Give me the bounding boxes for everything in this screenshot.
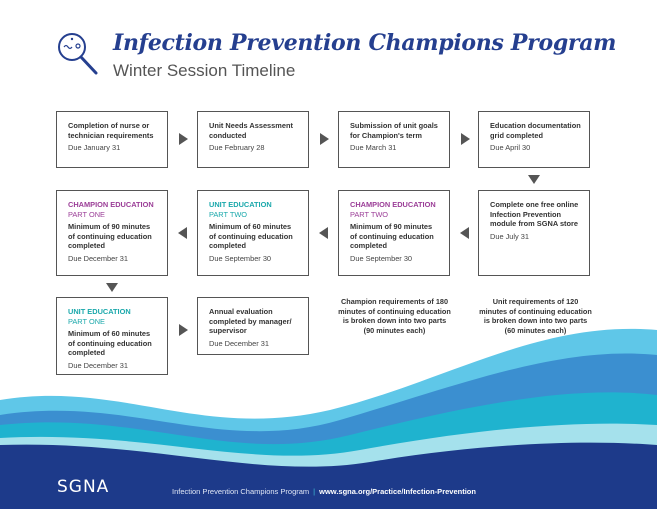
step-text: Complete one free online Infection Preve…	[490, 200, 579, 229]
arrow-down-icon	[528, 175, 540, 184]
step-due: Due January 31	[68, 143, 121, 153]
step-text: Completion of nurse or technician requir…	[68, 121, 154, 140]
footer-text: Infection Prevention Champions Program | w…	[172, 487, 476, 496]
step-due: Due September 30	[350, 253, 413, 263]
step-text: Minimum of 60 minutes of continuing educ…	[209, 222, 293, 251]
step-due: Due March 31	[350, 143, 397, 153]
step-part: PART TWO	[209, 209, 248, 219]
step-text: Submission of unit goals for Champion's …	[350, 121, 438, 140]
step-due: Due December 31	[68, 360, 128, 370]
step-due: Due September 30	[209, 253, 272, 263]
step-champion-education-part-one: CHAMPION EDUCATION PART ONE Minimum of 90 …	[56, 190, 168, 276]
step-heading: CHAMPION EDUCATION	[68, 200, 154, 209]
step-nurse-requirements: Completion of nurse or technician requir…	[56, 111, 168, 168]
arrow-right-icon	[179, 133, 188, 145]
step-unit-education-part-two: UNIT EDUCATION PART TWO Minimum of 60 minu…	[197, 190, 309, 276]
step-due: Due December 31	[209, 338, 269, 348]
footer-separator: |	[313, 487, 316, 496]
step-text: Minimum of 90 minutes of continuing educ…	[68, 222, 152, 251]
step-unit-goals: Submission of unit goals for Champion's …	[338, 111, 450, 168]
step-heading: CHAMPION EDUCATION	[350, 200, 436, 209]
step-documentation-grid: Education documentation grid completed Du…	[478, 111, 590, 168]
step-due: Due December 31	[68, 253, 128, 263]
step-annual-evaluation: Annual evaluation completed by manager/ …	[197, 297, 309, 355]
arrow-left-icon	[319, 227, 328, 239]
step-needs-assessment: Unit Needs Assessment conducted Due Febru…	[197, 111, 309, 168]
arrow-right-icon	[461, 133, 470, 145]
step-due: Due April 30	[490, 143, 531, 153]
magnifier-germ-icon	[52, 30, 104, 85]
arrow-left-icon	[178, 227, 187, 239]
sgna-logo: SGNA	[57, 477, 110, 497]
step-text: Annual evaluation completed by manager/ …	[209, 307, 292, 336]
step-online-module: Complete one free online Infection Preve…	[478, 190, 590, 276]
footer-url-link[interactable]: www.sgna.org/Practice/Infection-Preventi…	[319, 487, 476, 496]
step-text: Minimum of 60 minutes of continuing educ…	[68, 329, 152, 358]
page-subtitle: Winter Session Timeline	[113, 61, 296, 80]
arrow-right-icon	[179, 324, 188, 336]
step-due: Due July 31	[490, 231, 530, 241]
unit-requirements-note: Unit requirements of 120 minutes of cont…	[479, 297, 592, 335]
page-title: Infection Prevention Champions Program	[113, 30, 617, 56]
step-heading: UNIT EDUCATION	[209, 200, 272, 209]
step-part: PART ONE	[68, 316, 105, 326]
step-text: Unit Needs Assessment conducted	[209, 121, 293, 140]
step-unit-education-part-one: UNIT EDUCATION PART ONE Minimum of 60 minu…	[56, 297, 168, 375]
step-due: Due February 28	[209, 143, 265, 153]
champion-requirements-note: Champion requirements of 180 minutes of …	[338, 297, 451, 335]
step-part: PART TWO	[350, 209, 389, 219]
step-part: PART ONE	[68, 209, 105, 219]
step-champion-education-part-two: CHAMPION EDUCATION PART TWO Minimum of 90 …	[338, 190, 450, 276]
footer-program: Infection Prevention Champions Program	[172, 487, 310, 496]
arrow-down-icon	[106, 283, 118, 292]
arrow-right-icon	[320, 133, 329, 145]
step-text: Education documentation grid completed	[490, 121, 581, 140]
step-text: Minimum of 90 minutes of continuing educ…	[350, 222, 434, 251]
step-heading: UNIT EDUCATION	[68, 307, 131, 316]
arrow-left-icon	[460, 227, 469, 239]
